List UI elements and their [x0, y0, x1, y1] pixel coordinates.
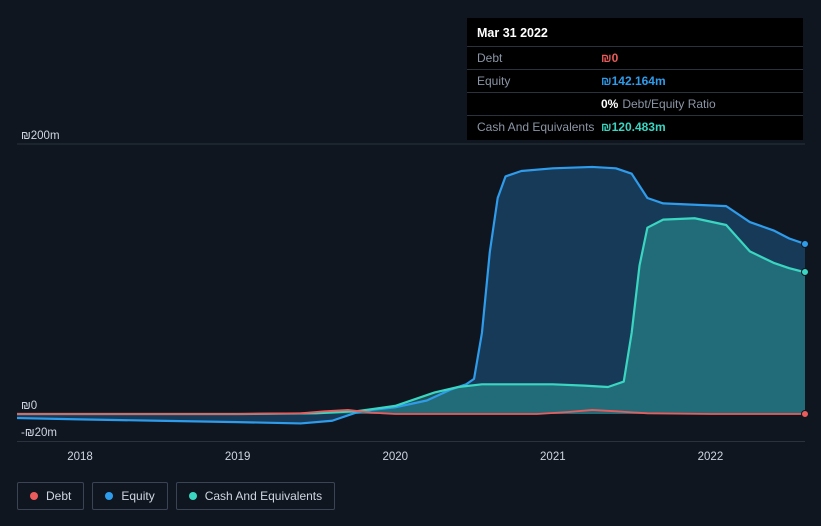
chart-legend: Debt Equity Cash And Equivalents	[17, 482, 335, 510]
tooltip-row-label: Equity	[477, 74, 601, 88]
tooltip-row-value: ₪142.164m	[601, 74, 666, 88]
chart-plot-area	[17, 144, 805, 441]
legend-item-label: Debt	[46, 489, 71, 503]
series-end-dot-equity	[801, 240, 809, 248]
legend-dot-icon	[30, 492, 38, 500]
x-axis-tick-label: 2018	[67, 451, 93, 463]
tooltip-row-label: Debt	[477, 51, 601, 65]
legend-item-label: Equity	[121, 489, 154, 503]
legend-item-label: Cash And Equivalents	[205, 489, 322, 503]
tooltip-row-label: Cash And Equivalents	[477, 120, 601, 134]
x-axis-tick-label: 2019	[225, 451, 251, 463]
tooltip-row-sub: Debt/Equity Ratio	[622, 97, 715, 111]
series-end-dot-cash-and-equivalents	[801, 268, 809, 276]
tooltip-date: Mar 31 2022	[467, 18, 803, 46]
chart-x-axis: 2018 2019 2020 2021 2022	[17, 441, 805, 465]
x-axis-tick-label: 2022	[698, 451, 724, 463]
legend-item-debt[interactable]: Debt	[17, 482, 84, 510]
tooltip-row: Equity₪142.164m	[467, 69, 803, 92]
tooltip-row: Debt₪0	[467, 46, 803, 69]
tooltip-row: Cash And Equivalents₪120.483m	[467, 115, 803, 140]
legend-dot-icon	[189, 492, 197, 500]
chart-tooltip: Mar 31 2022 Debt₪0Equity₪142.164m0%Debt/…	[467, 18, 803, 140]
legend-item-equity[interactable]: Equity	[92, 482, 167, 510]
y-axis-tick-label: ₪200m	[21, 130, 81, 142]
legend-dot-icon	[105, 492, 113, 500]
series-area-cash-and-equivalents	[17, 218, 805, 414]
tooltip-row-value: ₪0	[601, 51, 618, 65]
tooltip-row: 0%Debt/Equity Ratio	[467, 92, 803, 115]
tooltip-row-value: ₪120.483m	[601, 120, 666, 134]
legend-item-cash-and-equivalents[interactable]: Cash And Equivalents	[176, 482, 335, 510]
series-end-dot-debt	[801, 410, 809, 418]
x-axis-tick-label: 2021	[540, 451, 566, 463]
x-axis-tick-label: 2020	[382, 451, 408, 463]
tooltip-row-value: 0%Debt/Equity Ratio	[601, 97, 716, 111]
